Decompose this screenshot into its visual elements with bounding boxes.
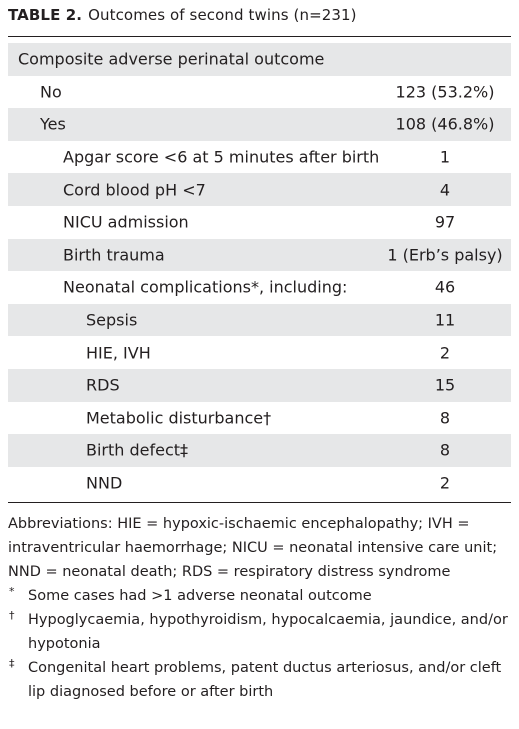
footnote-text: Some cases had >1 adverse neonatal outco… [28, 588, 372, 604]
footnote-text: Congenital heart problems, patent ductus… [28, 660, 502, 700]
row-label: RDS [86, 375, 120, 395]
table: Composite adverse perinatal outcome No 123… [8, 43, 511, 499]
table-row: NND 2 [8, 467, 511, 500]
row-label: Sepsis [86, 310, 138, 330]
row-label: HIE, IVH [86, 343, 151, 363]
row-label: Metabolic disturbance† [86, 408, 272, 428]
table-row: Birth trauma 1 (Erb’s palsy) [8, 238, 511, 272]
row-label: NICU admission [63, 212, 189, 232]
table-row: Yes 108 (46.8%) [8, 108, 511, 141]
table-row: NICU admission 97 [8, 206, 511, 239]
footnote-text: Hypoglycaemia, hypothyroidism, hypocalca… [28, 612, 508, 652]
table-row: Apgar score <6 at 5 minutes after birth 1 [8, 141, 511, 174]
table-row: Neonatal complications*, including: 46 [8, 271, 511, 304]
row-value: 4 [439, 180, 451, 200]
bottom-rule [8, 502, 511, 503]
row-label: Birth defect‡ [86, 440, 189, 460]
row-label: NND [86, 473, 123, 493]
row-value: 15 [434, 375, 456, 395]
row-value: 46 [434, 277, 456, 297]
table-row: Composite adverse perinatal outcome [8, 43, 511, 76]
footnote-symbol: * [9, 585, 15, 598]
row-value: 97 [434, 212, 456, 232]
table-row: No 123 (53.2%) [8, 76, 511, 109]
row-value: 1 [439, 147, 451, 167]
footnote: † Hypoglycaemia, hypothyroidism, hypocalc… [8, 608, 511, 656]
footnotes: Abbreviations: HIE = hypoxic-ischaemic e… [8, 512, 511, 704]
table-row: RDS 15 [8, 368, 511, 402]
abbreviations: Abbreviations: HIE = hypoxic-ischaemic e… [8, 516, 498, 580]
footnote: * Some cases had >1 adverse neonatal outc… [8, 584, 511, 608]
row-label: Cord blood pH <7 [63, 180, 206, 200]
table-title: TABLE 2. Outcomes of second twins (n=231) [8, 6, 357, 24]
footnote: ‡ Congenital heart problems, patent ductu… [8, 656, 511, 704]
title-text: Outcomes of second twins (n=231) [88, 6, 357, 24]
row-value: 2 [439, 343, 451, 363]
footnote-symbol: ‡ [9, 657, 15, 670]
row-label: Neonatal complications*, including: [63, 277, 348, 297]
row-value: 2 [439, 473, 451, 493]
row-value: 108 (46.8%) [395, 114, 495, 134]
top-rule [8, 36, 511, 37]
table-row: Cord blood pH <7 4 [8, 173, 511, 206]
row-value: 1 (Erb’s palsy) [387, 245, 503, 265]
table-row: Sepsis 11 [8, 303, 511, 337]
footnote-symbol: † [9, 609, 15, 622]
row-label: Apgar score <6 at 5 minutes after birth [63, 147, 380, 167]
row-value: 11 [434, 310, 456, 330]
row-label: No [40, 82, 62, 102]
table-row: Metabolic disturbance† 8 [8, 402, 511, 435]
row-value: 8 [439, 408, 451, 428]
row-value: 8 [439, 440, 451, 460]
row-value: 123 (53.2%) [395, 82, 495, 102]
table-label: TABLE 2. [8, 6, 83, 24]
table-row: HIE, IVH 2 [8, 336, 511, 369]
row-label: Yes [40, 114, 66, 134]
table-row: Birth defect‡ 8 [8, 434, 511, 467]
row-label: Birth trauma [63, 245, 165, 265]
row-label: Composite adverse perinatal outcome [18, 49, 325, 69]
